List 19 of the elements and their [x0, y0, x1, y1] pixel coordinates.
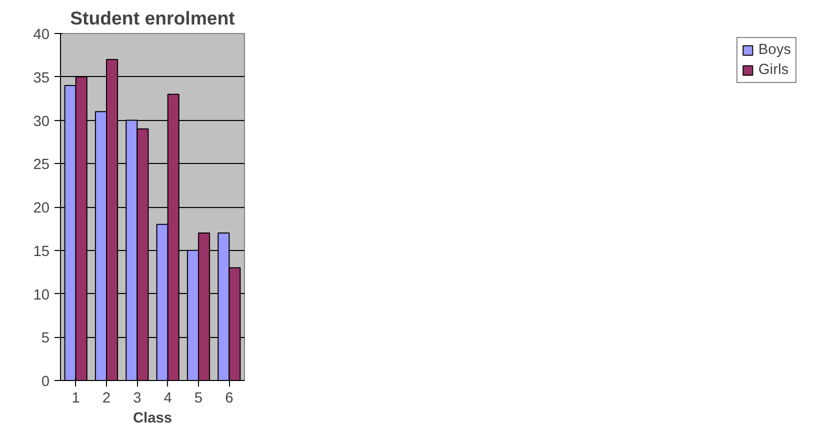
y-tick-label: 35 [33, 70, 50, 86]
legend-label: Girls [758, 62, 789, 78]
y-tick-label: 15 [33, 244, 50, 260]
y-tick-label: 0 [41, 374, 50, 390]
y-tick-label: 5 [41, 330, 50, 347]
chart-title: Student enrolment [70, 8, 235, 28]
y-tick-label: 25 [33, 157, 50, 174]
x-tick-label: 4 [164, 390, 172, 406]
x-axis-title: Class [132, 410, 172, 426]
x-tick-label: 1 [72, 390, 80, 406]
y-tick-label: 30 [33, 114, 50, 130]
y-tick-label: 10 [33, 287, 50, 304]
y-tick-label: 40 [33, 27, 50, 43]
x-tick-label: 3 [133, 390, 142, 406]
x-tick-label: 2 [102, 390, 111, 406]
legend-label: Boys [758, 42, 791, 58]
x-tick-label: 5 [194, 390, 203, 406]
x-tick-label: 6 [225, 390, 234, 406]
y-tick-label: 20 [33, 200, 50, 216]
